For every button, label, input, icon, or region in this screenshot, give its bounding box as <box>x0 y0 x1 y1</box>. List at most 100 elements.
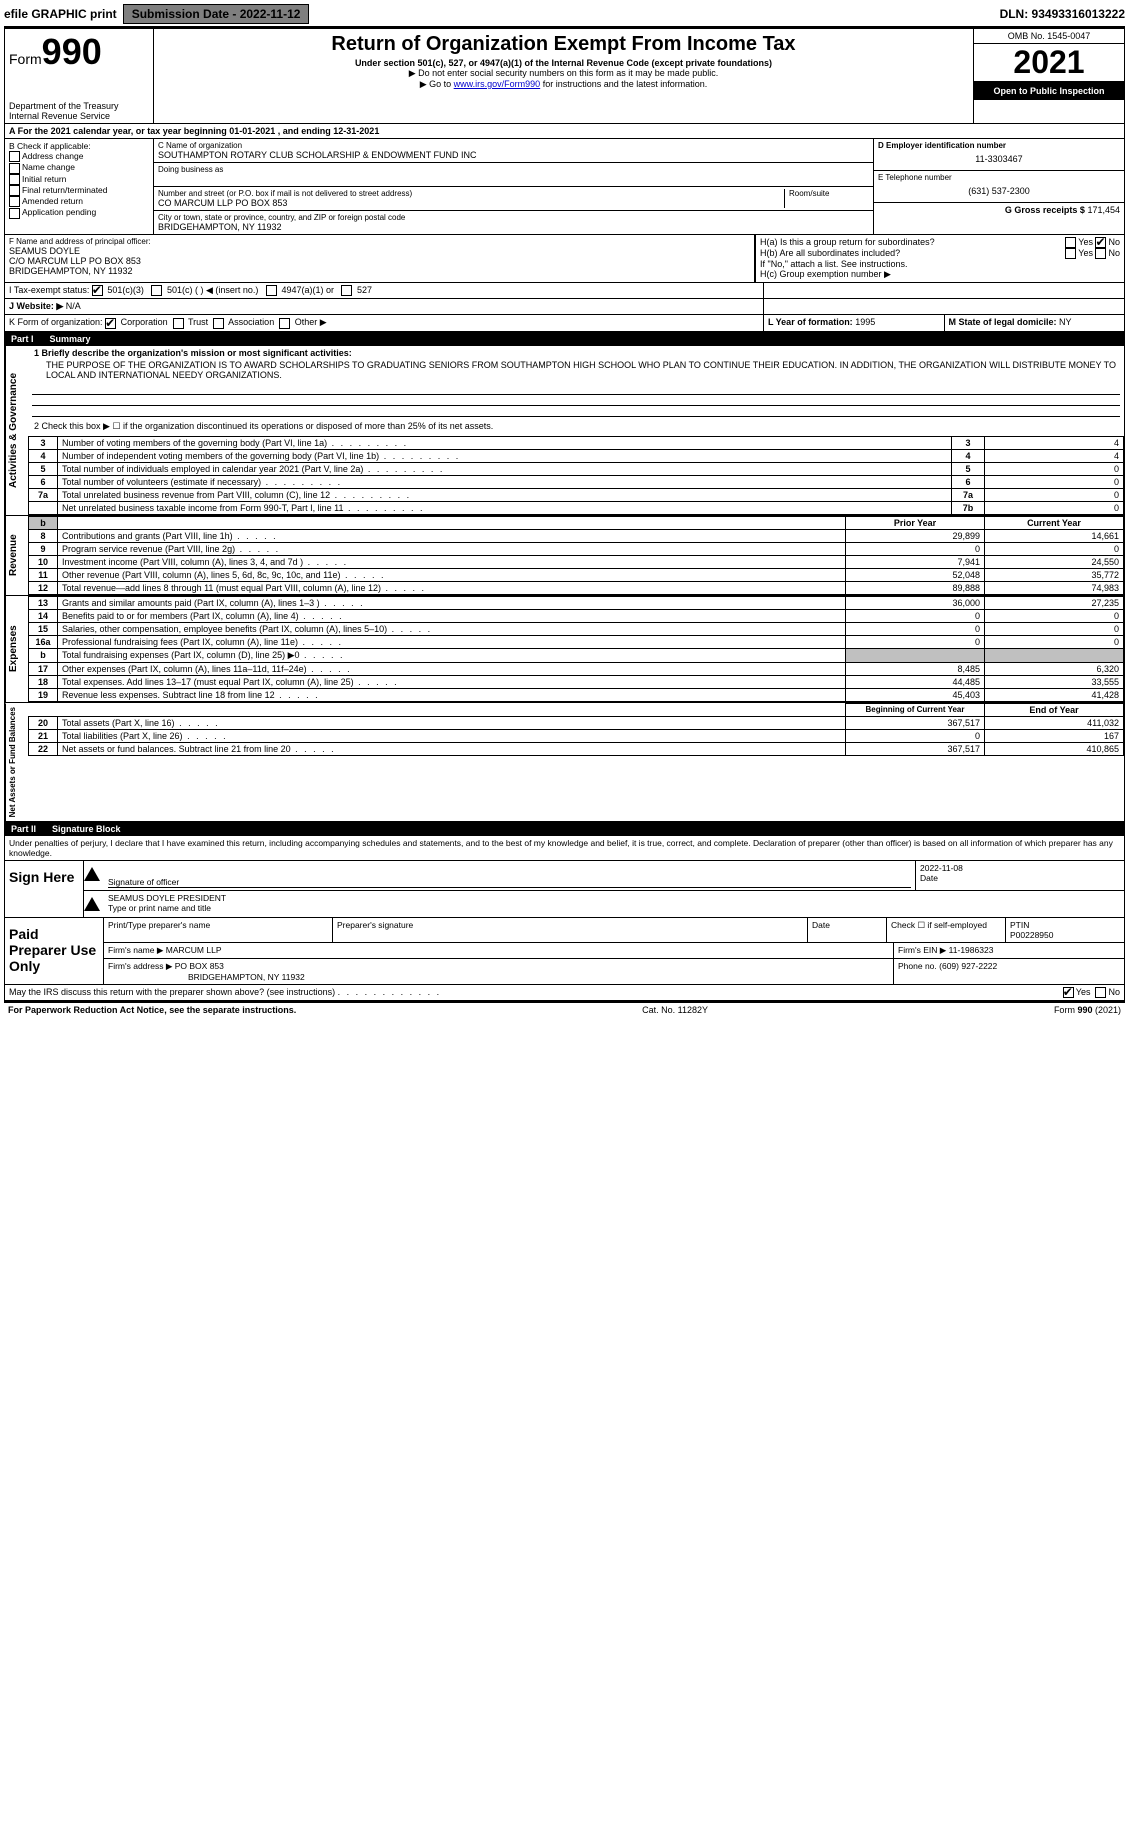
form-number: 990 <box>42 31 102 72</box>
f-label: F Name and address of principal officer: <box>9 237 750 246</box>
part1-label: Part I <box>11 334 34 344</box>
chk-assoc[interactable] <box>213 318 224 329</box>
table-row: 20Total assets (Part X, line 16) . . . .… <box>29 716 1124 729</box>
dba-label: Doing business as <box>158 165 869 174</box>
table-row: 10Investment income (Part VIII, column (… <box>29 555 1124 568</box>
col-b-label: B Check if applicable: <box>9 141 149 151</box>
rev-b-cell: b <box>29 516 58 529</box>
addr-label: Number and street (or P.O. box if mail i… <box>158 189 784 198</box>
m-label: M State of legal domicile: <box>949 317 1057 327</box>
f-addr1: C/O MARCUM LLP PO BOX 853 <box>9 256 750 266</box>
firm-ein-label: Firm's EIN ▶ <box>898 945 946 955</box>
chk-name[interactable]: Name change <box>9 162 149 173</box>
omb-number: OMB No. 1545-0047 <box>974 29 1124 44</box>
footer-right: Form 990 (2021) <box>1054 1005 1121 1015</box>
table-row: 19Revenue less expenses. Subtract line 1… <box>29 688 1124 701</box>
l-label: L Year of formation: <box>768 317 853 327</box>
submission-date-button[interactable]: Submission Date - 2022-11-12 <box>123 4 310 24</box>
chk-501c[interactable] <box>151 285 162 296</box>
table-row: 21Total liabilities (Part X, line 26) . … <box>29 729 1124 742</box>
exp-table: 13Grants and similar amounts paid (Part … <box>28 596 1124 702</box>
table-row: 12Total revenue—add lines 8 through 11 (… <box>29 581 1124 594</box>
firm-name: MARCUM LLP <box>166 945 222 955</box>
discuss-yes[interactable] <box>1063 987 1074 998</box>
sign-here-block: Sign Here Signature of officer 2022-11-0… <box>5 860 1124 918</box>
dept-treasury: Department of the Treasury <box>9 101 149 111</box>
chk-trust[interactable] <box>173 318 184 329</box>
phone-label: E Telephone number <box>878 173 1120 182</box>
table-row: 22Net assets or fund balances. Subtract … <box>29 742 1124 755</box>
chk-final[interactable]: Final return/terminated <box>9 185 149 196</box>
header-left: Form990 Department of the Treasury Inter… <box>5 29 154 123</box>
chk-pending[interactable]: Application pending <box>9 207 149 218</box>
ha-answer: Yes No <box>1065 237 1120 248</box>
city-value: BRIDGEHAMPTON, NY 11932 <box>158 222 869 232</box>
chk-amended[interactable]: Amended return <box>9 196 149 207</box>
paid-preparer-block: Paid Preparer Use Only Print/Type prepar… <box>5 918 1124 985</box>
irs-label: Internal Revenue Service <box>9 111 149 121</box>
chk-initial[interactable]: Initial return <box>9 174 149 185</box>
chk-4947[interactable] <box>266 285 277 296</box>
form-subtitle: Under section 501(c), 527, or 4947(a)(1)… <box>160 58 967 68</box>
city-label: City or town, state or province, country… <box>158 213 869 222</box>
firm-name-label: Firm's name ▶ <box>108 945 163 955</box>
form-prefix: Form <box>9 51 42 67</box>
f-name: SEAMUS DOYLE <box>9 246 750 256</box>
firm-phone-label: Phone no. <box>898 961 937 971</box>
prep-sig-label: Preparer's signature <box>333 918 808 942</box>
vert-revenue: Revenue <box>5 516 28 595</box>
gross-label: G Gross receipts $ <box>1005 205 1085 215</box>
ein-value: 11-3303467 <box>878 150 1120 168</box>
chk-other[interactable] <box>279 318 290 329</box>
hc-label: H(c) Group exemption number ▶ <box>760 269 1120 280</box>
sig-date-label: Date <box>920 873 1120 883</box>
ha-label: H(a) Is this a group return for subordin… <box>760 237 935 248</box>
net-table: Beginning of Current Year End of Year 20… <box>28 703 1124 756</box>
discuss-no[interactable] <box>1095 987 1106 998</box>
prior-year-header: Prior Year <box>846 516 985 529</box>
sign-arrow-icon-2 <box>84 897 100 911</box>
form-container: Form990 Department of the Treasury Inter… <box>4 28 1125 1003</box>
row-klm: K Form of organization: Corporation Trus… <box>5 315 1124 331</box>
sig-officer-label: Signature of officer <box>108 877 911 887</box>
table-row: 17Other expenses (Part IX, column (A), l… <box>29 662 1124 675</box>
col-de: D Employer identification number 11-3303… <box>873 139 1124 234</box>
chk-501c3[interactable] <box>92 285 103 296</box>
chk-address[interactable]: Address change <box>9 151 149 162</box>
org-name-label: C Name of organization <box>158 141 869 150</box>
part2-label: Part II <box>11 824 36 834</box>
chk-corp[interactable] <box>105 318 116 329</box>
col-c: C Name of organization SOUTHAMPTON ROTAR… <box>154 139 873 234</box>
ptin-value: P00228950 <box>1010 930 1120 940</box>
website-value: N/A <box>66 301 81 311</box>
part2-header: Part II Signature Block <box>5 822 1124 836</box>
part1-header: Part I Summary <box>5 332 1124 346</box>
sig-date: 2022-11-08 <box>920 863 1120 873</box>
tax-year: 2021 <box>974 44 1124 82</box>
firm-addr-label: Firm's address ▶ <box>108 961 172 971</box>
ssn-note: ▶ Do not enter social security numbers o… <box>160 68 967 79</box>
footer: For Paperwork Reduction Act Notice, see … <box>4 1003 1125 1017</box>
ptin-label: PTIN <box>1010 920 1120 930</box>
part2-title: Signature Block <box>52 824 121 834</box>
chk-527[interactable] <box>341 285 352 296</box>
room-label: Room/suite <box>784 189 869 208</box>
open-inspection: Open to Public Inspection <box>974 82 1124 100</box>
table-row: 11Other revenue (Part VIII, column (A), … <box>29 568 1124 581</box>
section-governance: Activities & Governance 1 Briefly descri… <box>5 346 1124 516</box>
table-row: 8Contributions and grants (Part VIII, li… <box>29 529 1124 542</box>
ein-label: D Employer identification number <box>878 141 1120 150</box>
table-row: 5Total number of individuals employed in… <box>29 462 1124 475</box>
section-a: A For the 2021 calendar year, or tax yea… <box>5 124 1124 139</box>
tax-exempt-status: I Tax-exempt status: 501(c)(3) 501(c) ( … <box>5 283 763 298</box>
vert-net: Net Assets or Fund Balances <box>5 703 28 821</box>
fh-block: F Name and address of principal officer:… <box>5 235 1124 283</box>
firm-phone: (609) 927-2222 <box>939 961 997 971</box>
firm-city: BRIDGEHAMPTON, NY 11932 <box>108 972 889 982</box>
irs-link[interactable]: www.irs.gov/Form990 <box>454 79 541 89</box>
section-net-assets: Net Assets or Fund Balances Beginning of… <box>5 703 1124 822</box>
table-row: 4Number of independent voting members of… <box>29 449 1124 462</box>
org-name: SOUTHAMPTON ROTARY CLUB SCHOLARSHIP & EN… <box>158 150 869 160</box>
gross-value: 171,454 <box>1087 205 1120 215</box>
end-year-header: End of Year <box>985 703 1124 716</box>
